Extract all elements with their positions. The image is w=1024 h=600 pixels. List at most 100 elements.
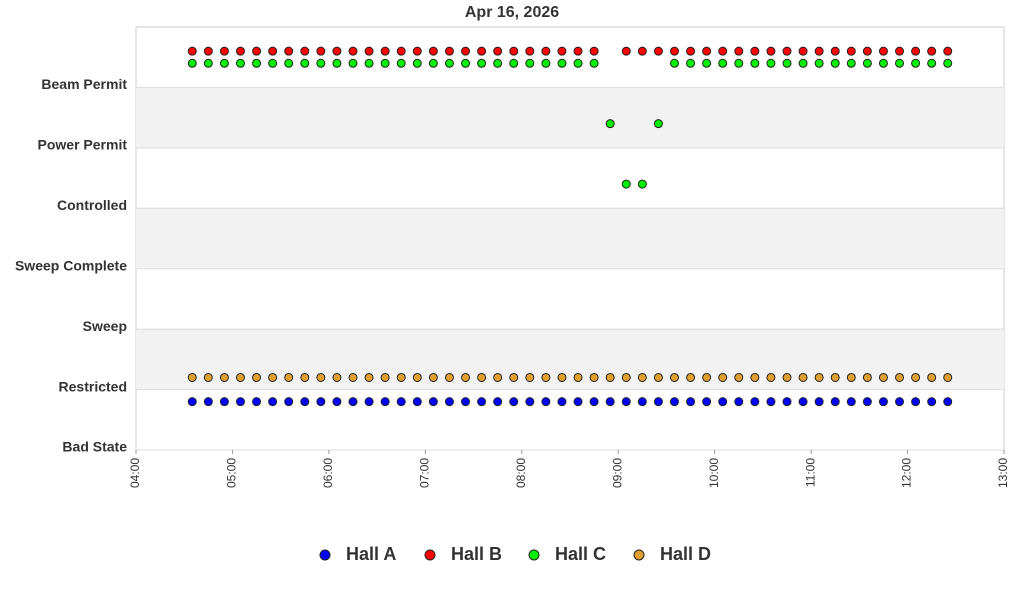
x-tick-label: 11:00 [803,458,817,487]
point [300,46,310,56]
point [203,46,213,56]
point [943,397,953,407]
point [332,372,342,382]
point [573,58,583,68]
point [364,46,374,56]
point [589,58,599,68]
point [911,397,921,407]
point [219,46,229,56]
point [686,372,696,382]
point [702,397,712,407]
point [444,372,454,382]
point [782,46,792,56]
point [653,397,663,407]
point [364,397,374,407]
point [412,46,422,56]
point [316,58,326,68]
point [316,397,326,407]
point [541,58,551,68]
point [235,372,245,382]
point [637,397,647,407]
point [332,58,342,68]
point [862,58,872,68]
point [943,58,953,68]
point [814,46,824,56]
point [493,372,503,382]
point [252,397,262,407]
point [782,397,792,407]
point [637,372,647,382]
point [702,46,712,56]
point [605,119,615,129]
point [846,397,856,407]
point [219,372,229,382]
point [878,397,888,407]
point [589,372,599,382]
legend-marker [633,549,645,561]
point [927,46,937,56]
x-tick-label: 13:00 [996,458,1010,488]
point [412,58,422,68]
point [252,58,262,68]
point [814,58,824,68]
point [830,46,840,56]
point [798,46,808,56]
x-tick-label: 06:00 [321,458,335,488]
point [669,58,679,68]
legend-label: Hall C [555,544,606,564]
point [477,397,487,407]
point [830,58,840,68]
point [766,397,776,407]
point [557,397,567,407]
point [911,46,921,56]
point [557,46,567,56]
x-tick-label: 08:00 [514,458,528,488]
y-tick-label: Bad State [62,439,127,455]
point [268,46,278,56]
point [477,58,487,68]
point [300,58,310,68]
point [589,397,599,407]
point [782,372,792,382]
point [396,372,406,382]
point [380,397,390,407]
point [525,372,535,382]
point [364,372,374,382]
point [235,397,245,407]
point [284,397,294,407]
point [766,372,776,382]
point [428,397,438,407]
point [702,58,712,68]
point [734,397,744,407]
point [348,372,358,382]
point [637,179,647,189]
point [235,46,245,56]
point [541,372,551,382]
point [203,372,213,382]
point [348,46,358,56]
point [332,46,342,56]
point [268,58,278,68]
point [268,397,278,407]
point [878,372,888,382]
point [782,58,792,68]
point [268,372,278,382]
point [573,46,583,56]
legend-label: Hall A [346,544,396,564]
point [316,46,326,56]
point [798,58,808,68]
point [750,372,760,382]
point [878,46,888,56]
point [927,397,937,407]
point [895,372,905,382]
point [653,46,663,56]
point [477,372,487,382]
point [686,58,696,68]
point [525,46,535,56]
point [219,397,229,407]
point [461,372,471,382]
point [252,46,262,56]
x-tick-label: 10:00 [707,458,721,488]
point [621,46,631,56]
point [557,58,567,68]
